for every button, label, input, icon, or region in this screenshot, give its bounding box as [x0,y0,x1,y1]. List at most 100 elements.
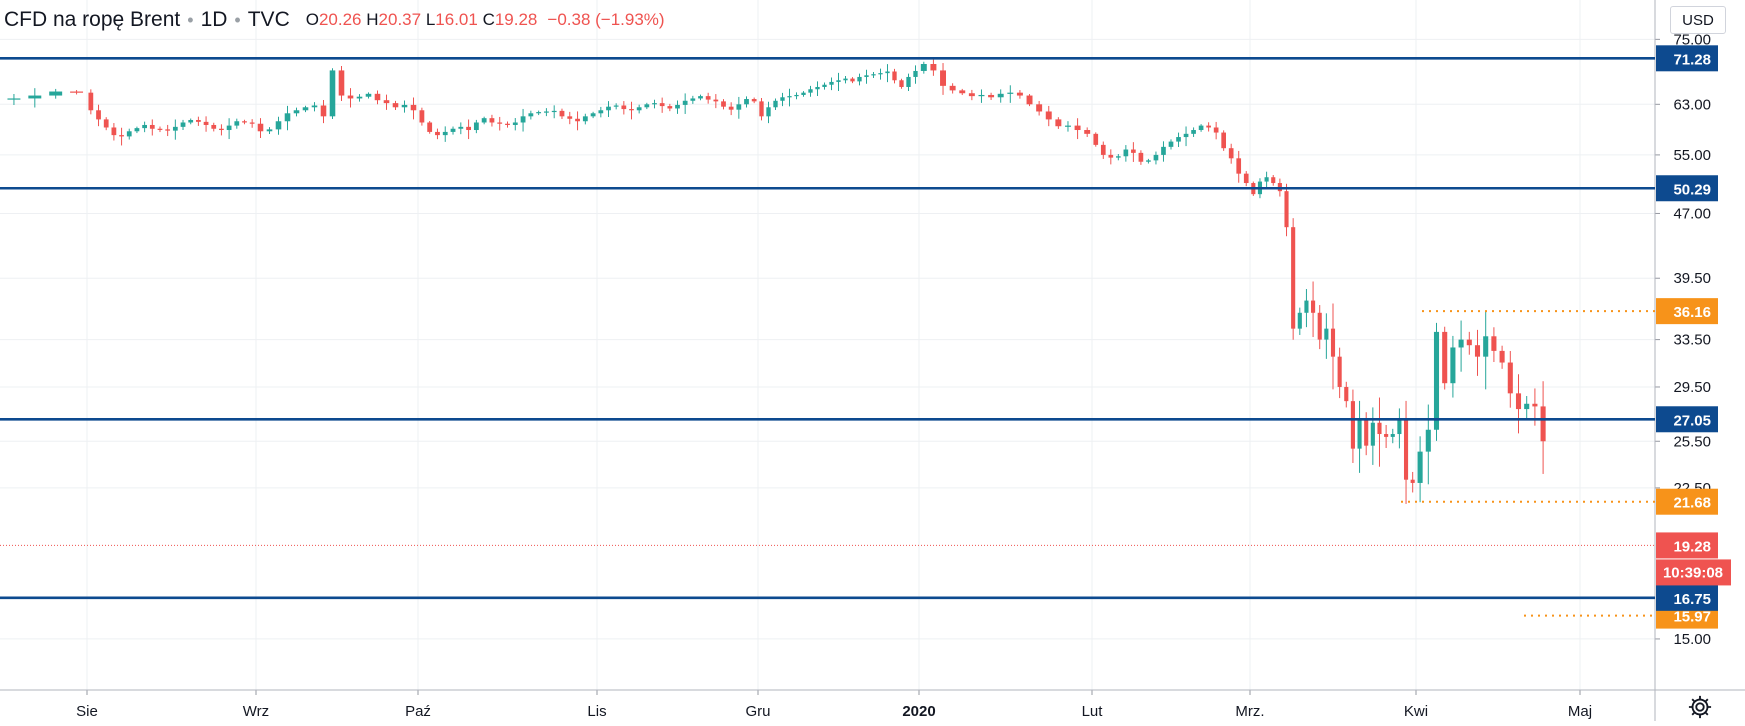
open-label: O [305,10,319,29]
y-tick-label: 33.50 [1673,332,1711,349]
low-label: L [425,10,436,29]
candle-body [466,126,471,131]
candle-body [1093,133,1099,145]
candle-body [808,89,813,93]
candle-body [850,78,855,82]
candle-body [1390,434,1395,437]
candle-body [1206,125,1211,128]
candle-body [794,94,799,97]
level-badge-bg [1656,406,1718,433]
candle-body [497,122,503,124]
candle-body [1317,312,1322,340]
candle-body [1324,328,1329,340]
candle-body [119,135,124,137]
highlow-badge: 15.97 [1673,609,1711,626]
candle-body [1532,403,1538,407]
x-tick-label: 2020 [902,703,935,720]
candle-body [96,110,101,120]
candle-body [1007,92,1014,94]
level-badge: 27.05 [1673,412,1711,429]
candle-body [1116,156,1121,158]
candle-body [949,85,956,91]
candle-body [266,129,273,132]
x-tick-label: Gru [745,703,770,720]
candle-body [1442,331,1448,384]
ohlc-values: O20.26 H20.37 L16.01 C19.28 [306,10,538,30]
y-tick-label: 25.50 [1673,433,1711,450]
candle-body [959,90,966,94]
candle-body [1458,339,1464,348]
highlow-badge: 36.16 [1673,304,1711,321]
candle-body [392,103,399,108]
candle-body [1403,419,1409,480]
candle-body [613,105,619,107]
candle-body [520,116,526,123]
candle-body [940,70,947,86]
candle-body [450,128,456,132]
candle-body [667,106,673,109]
x-tick-label: Mrz. [1235,703,1264,720]
symbol-name[interactable]: CFD na ropę Brent [4,8,181,31]
high-label: H [366,10,379,29]
highlow-badge-bg [1656,298,1718,325]
candle-body [913,70,918,77]
candle-body [1016,92,1023,96]
candle-body [284,113,291,122]
candle-body [621,105,627,110]
candle-body [1123,149,1129,157]
candle-body [275,121,282,130]
candle-body [302,107,309,111]
candle-body [728,106,734,110]
candle-body [871,74,876,76]
candle-body [1364,419,1369,446]
candle-body [606,106,611,111]
candle-body [126,131,132,137]
candle-body [1198,125,1204,131]
candle-body [721,101,726,107]
candle-body [88,92,94,111]
candle-body [559,110,565,117]
candle-body [365,93,372,97]
candle-body [489,118,495,123]
candle-body [751,99,757,102]
candle-body [780,97,785,101]
candle-body [1236,158,1242,174]
candle-body [528,113,534,117]
candle-body [1474,345,1481,357]
candle-body [1370,422,1375,446]
candle-body [836,80,841,82]
candle-body [843,78,848,81]
candle-body [968,93,975,97]
candle-body [766,107,771,117]
x-tick-label: Sie [76,703,98,720]
y-tick-label: 63.00 [1673,96,1711,113]
interval-label[interactable]: 1D [200,8,228,31]
close-value: 19.28 [494,10,538,29]
candle-body [347,95,354,99]
candle-body [7,98,21,100]
separator-dot: • [187,9,194,30]
settings-gear-icon[interactable] [1686,693,1714,721]
candle-body [419,110,425,123]
level-badge-bg [1656,175,1718,202]
candle-body [598,110,604,114]
level-badge: 50.29 [1673,181,1711,198]
candle-body [410,104,417,111]
candle-body [1084,130,1091,134]
candle-body [1344,386,1349,402]
candle-body [1499,350,1505,363]
candle-body [1357,419,1362,449]
candle-body [1131,149,1136,153]
candle-body [1291,227,1296,329]
highlow-badge: 21.68 [1673,495,1711,512]
candle-body [442,131,448,136]
candle-body [801,92,806,95]
candle-body [134,128,140,132]
candle-body [1466,339,1472,346]
currency-button[interactable]: USD [1670,6,1726,34]
open-value: 20.26 [318,10,362,29]
candle-body [1183,133,1189,138]
candle-body [1213,127,1219,133]
